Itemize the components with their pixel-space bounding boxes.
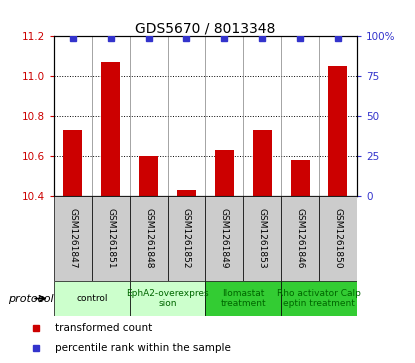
Text: GSM1261846: GSM1261846 (295, 208, 305, 269)
FancyBboxPatch shape (319, 196, 357, 281)
FancyBboxPatch shape (281, 196, 319, 281)
FancyBboxPatch shape (54, 196, 92, 281)
Bar (139, 156, 158, 196)
Bar (329, 66, 347, 196)
Bar (63, 130, 82, 196)
Text: GSM1261848: GSM1261848 (144, 208, 153, 269)
Title: GDS5670 / 8013348: GDS5670 / 8013348 (135, 21, 276, 35)
FancyBboxPatch shape (129, 281, 205, 316)
Text: Rho activator Calp
eptin treatment: Rho activator Calp eptin treatment (277, 289, 361, 308)
Text: EphA2-overexpres
sion: EphA2-overexpres sion (126, 289, 209, 308)
Text: GSM1261852: GSM1261852 (182, 208, 191, 269)
Text: GSM1261851: GSM1261851 (106, 208, 115, 269)
FancyBboxPatch shape (243, 196, 281, 281)
Bar (177, 190, 196, 196)
Text: control: control (76, 294, 107, 303)
Text: GSM1261850: GSM1261850 (334, 208, 342, 269)
Text: percentile rank within the sample: percentile rank within the sample (55, 343, 231, 353)
Text: Ilomastat
treatment: Ilomastat treatment (220, 289, 266, 308)
Text: GSM1261849: GSM1261849 (220, 208, 229, 269)
FancyBboxPatch shape (129, 196, 168, 281)
FancyBboxPatch shape (205, 196, 243, 281)
Text: transformed count: transformed count (55, 323, 152, 333)
FancyBboxPatch shape (54, 281, 129, 316)
Bar (253, 130, 272, 196)
Text: protocol: protocol (8, 294, 54, 305)
FancyBboxPatch shape (92, 196, 129, 281)
FancyBboxPatch shape (281, 281, 357, 316)
Text: GSM1261853: GSM1261853 (258, 208, 267, 269)
Bar (101, 62, 120, 196)
Text: GSM1261847: GSM1261847 (68, 208, 77, 269)
Bar (215, 150, 234, 196)
Bar (290, 160, 310, 196)
FancyBboxPatch shape (205, 281, 281, 316)
FancyBboxPatch shape (168, 196, 205, 281)
